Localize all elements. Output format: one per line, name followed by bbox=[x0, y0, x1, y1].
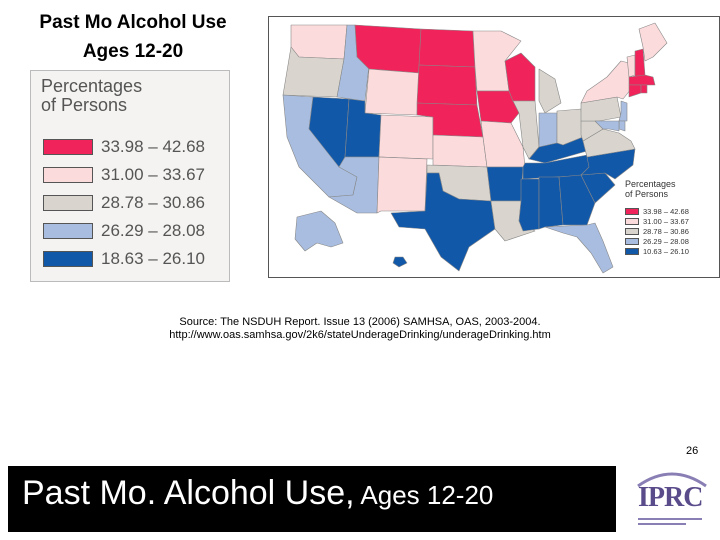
slide-title-line-2: Ages 12-20 bbox=[82, 41, 184, 62]
map-legend-swatch bbox=[625, 238, 639, 245]
slide-title: Past Mo Alcohol Use Ages 12-20 bbox=[8, 8, 258, 66]
footer-title: Past Mo. Alcohol Use, Ages 12-20 bbox=[22, 474, 493, 513]
map-legend-title-line-2: of Persons bbox=[625, 189, 669, 199]
state-in bbox=[538, 112, 558, 148]
legend-row: 33.98 – 42.68 bbox=[43, 137, 229, 157]
state-mo bbox=[480, 120, 526, 168]
legend-title: Percentages of Persons bbox=[41, 77, 221, 115]
state-ar bbox=[486, 166, 524, 202]
state-nc bbox=[580, 148, 636, 180]
map-legend-row: 33.98 – 42.68 bbox=[625, 207, 717, 216]
map-legend-range: 26.29 – 28.08 bbox=[643, 237, 689, 246]
legend-swatch bbox=[43, 139, 93, 155]
footer-title-bar: Past Mo. Alcohol Use, Ages 12-20 bbox=[8, 466, 616, 532]
state-wa bbox=[290, 24, 348, 60]
map-legend-swatch bbox=[625, 218, 639, 225]
legend-swatch bbox=[43, 195, 93, 211]
state-me bbox=[638, 22, 668, 62]
slide-title-line-1: Past Mo Alcohol Use bbox=[39, 12, 227, 33]
legend-swatch bbox=[43, 167, 93, 183]
map-legend-title: Percentages of Persons bbox=[625, 179, 717, 199]
legend-panel: Percentages of Persons 33.98 – 42.68 31.… bbox=[30, 70, 230, 282]
map-legend-title-line-1: Percentages bbox=[625, 179, 676, 189]
state-ct bbox=[628, 84, 642, 98]
legend-title-line-1: Percentages bbox=[41, 76, 143, 96]
legend-range: 33.98 – 42.68 bbox=[101, 137, 205, 156]
map-legend-range: 33.98 – 42.68 bbox=[643, 207, 689, 216]
state-ky bbox=[528, 136, 588, 164]
page-number: 26 bbox=[686, 445, 699, 457]
map-legend-row: 10.63 – 26.10 bbox=[625, 247, 717, 256]
state-fl bbox=[544, 222, 614, 274]
legend-row: 31.00 – 33.67 bbox=[43, 165, 229, 185]
us-state-map: Percentages of Persons 33.98 – 42.68 31.… bbox=[268, 16, 720, 278]
state-de bbox=[618, 120, 626, 132]
state-tx bbox=[390, 172, 496, 272]
footer-title-main: Past Mo. Alcohol Use, bbox=[22, 474, 355, 512]
logo-tagline-icon bbox=[638, 518, 702, 525]
state-ks bbox=[432, 134, 488, 168]
legend-range: 31.00 – 33.67 bbox=[101, 165, 205, 184]
us-map-svg bbox=[282, 22, 668, 274]
state-hi bbox=[392, 256, 408, 268]
state-ri bbox=[640, 84, 648, 94]
legend-range: 26.29 – 28.08 bbox=[101, 221, 205, 240]
legend-range: 28.78 – 30.86 bbox=[101, 193, 205, 212]
map-legend-row: 28.78 – 30.86 bbox=[625, 227, 717, 236]
state-md bbox=[594, 120, 620, 132]
state-ma bbox=[628, 74, 656, 86]
legend-swatch bbox=[43, 251, 93, 267]
map-legend-swatch bbox=[625, 228, 639, 235]
map-legend-swatch bbox=[625, 208, 639, 215]
iprc-logo: IPRC bbox=[624, 466, 716, 532]
state-nh bbox=[634, 48, 646, 78]
state-sd bbox=[416, 64, 478, 106]
state-wy bbox=[364, 68, 420, 116]
state-ny bbox=[580, 60, 632, 104]
state-ak bbox=[294, 210, 344, 252]
legend-row: 26.29 – 28.08 bbox=[43, 221, 229, 241]
legend-swatch bbox=[43, 223, 93, 239]
map-legend-range: 31.00 – 33.67 bbox=[643, 217, 689, 226]
map-legend-row: 26.29 – 28.08 bbox=[625, 237, 717, 246]
state-nj bbox=[618, 100, 628, 122]
state-nd bbox=[418, 28, 476, 68]
logo-text: IPRC bbox=[638, 482, 703, 513]
source-citation: Source: The NSDUH Report. Issue 13 (2006… bbox=[90, 316, 630, 342]
map-legend-swatch bbox=[625, 248, 639, 255]
source-line-1: Source: The NSDUH Report. Issue 13 (2006… bbox=[179, 316, 541, 328]
map-legend-range: 10.63 – 26.10 bbox=[643, 247, 689, 256]
map-legend-range: 28.78 – 30.86 bbox=[643, 227, 689, 236]
legend-row: 28.78 – 30.86 bbox=[43, 193, 229, 213]
footer-title-sub: Ages 12-20 bbox=[354, 480, 494, 510]
source-url: http://www.oas.samhsa.gov/2k6/stateUnder… bbox=[169, 329, 551, 341]
legend-range: 18.63 – 26.10 bbox=[101, 249, 205, 268]
state-mi bbox=[538, 68, 562, 114]
map-inset-legend: Percentages of Persons 33.98 – 42.68 31.… bbox=[625, 179, 717, 256]
state-co bbox=[378, 114, 434, 160]
state-al bbox=[538, 176, 564, 230]
state-ms bbox=[518, 178, 540, 232]
legend-row: 18.63 – 26.10 bbox=[43, 249, 229, 269]
legend-title-line-2: of Persons bbox=[41, 95, 128, 115]
state-nm bbox=[376, 156, 428, 214]
state-ga bbox=[558, 174, 596, 226]
map-legend-row: 31.00 – 33.67 bbox=[625, 217, 717, 226]
logo-arc-icon bbox=[637, 472, 707, 488]
state-ia bbox=[476, 90, 520, 124]
